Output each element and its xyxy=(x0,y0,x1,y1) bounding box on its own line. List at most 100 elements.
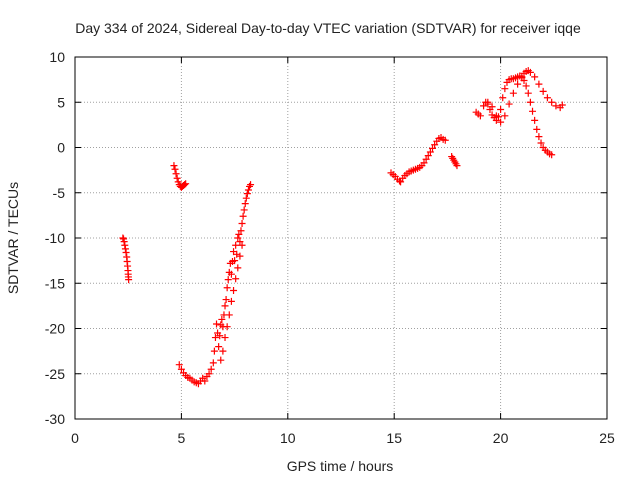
data-point xyxy=(552,102,560,110)
data-point xyxy=(231,257,239,265)
data-point xyxy=(245,182,253,190)
data-point xyxy=(213,320,221,328)
data-point xyxy=(210,347,218,355)
data-point xyxy=(397,178,405,186)
y-axis-label: SDTVAR / TECUs xyxy=(5,182,21,294)
data-point xyxy=(221,334,229,342)
data-point xyxy=(431,141,439,149)
data-point xyxy=(484,98,492,106)
data-point xyxy=(119,234,127,242)
data-point xyxy=(215,343,223,351)
y-tick-label: -15 xyxy=(45,275,65,291)
data-point xyxy=(172,170,180,178)
data-point xyxy=(535,133,543,141)
series-seg2 xyxy=(170,162,190,191)
data-point xyxy=(514,80,522,88)
series-seg1 xyxy=(119,234,133,284)
x-axis-label: GPS time / hours xyxy=(287,458,394,474)
data-point xyxy=(488,103,496,111)
data-point xyxy=(234,264,242,272)
data-point xyxy=(227,270,235,278)
data-point xyxy=(238,220,246,228)
ticks: 0 5 10 15 20 25 -30 -25 -20 -15 -10 -5 0 5 10 xyxy=(45,49,615,446)
series-seg3 xyxy=(175,181,255,388)
data-point xyxy=(480,102,488,110)
data-point xyxy=(453,162,461,170)
data-point xyxy=(221,302,229,310)
data-point xyxy=(535,80,543,88)
data-point xyxy=(531,116,539,124)
data-point xyxy=(497,105,505,113)
data-point xyxy=(177,365,185,373)
data-point xyxy=(548,98,556,106)
data-point xyxy=(232,241,240,249)
data-point xyxy=(247,181,255,189)
data-point xyxy=(441,136,449,144)
data-point xyxy=(509,89,517,97)
y-tick-label: -5 xyxy=(53,185,66,201)
data-point xyxy=(537,139,545,147)
data-point xyxy=(426,148,434,156)
data-point xyxy=(122,248,130,256)
data-point xyxy=(171,165,179,173)
data-point xyxy=(499,94,507,102)
data-point xyxy=(240,206,248,214)
data-point xyxy=(227,297,235,305)
y-tick-label: -25 xyxy=(45,366,65,382)
data-point xyxy=(529,107,537,115)
data-point xyxy=(420,159,428,167)
data-point xyxy=(120,238,128,246)
data-point xyxy=(235,230,243,238)
data-point xyxy=(501,112,509,120)
chart-title: Day 334 of 2024, Sidereal Day-to-day VTE… xyxy=(75,20,581,36)
data-point xyxy=(429,144,437,152)
series-seg5 xyxy=(387,134,449,186)
data-point xyxy=(234,234,242,242)
x-tick-label: 0 xyxy=(71,430,79,446)
data-point xyxy=(216,332,224,340)
data-point xyxy=(236,252,244,260)
series-seg7 xyxy=(472,72,556,159)
data-point xyxy=(217,356,225,364)
y-tick-label: 5 xyxy=(57,94,65,110)
y-tick-label: -10 xyxy=(45,230,65,246)
grid xyxy=(75,57,607,419)
data-point xyxy=(505,100,513,108)
data-point xyxy=(238,241,246,249)
y-tick-label: -30 xyxy=(45,411,65,427)
data-point xyxy=(209,359,217,367)
data-point xyxy=(205,370,213,378)
x-tick-label: 15 xyxy=(386,430,402,446)
data-point xyxy=(539,87,547,95)
data-point xyxy=(181,181,189,189)
series-seg4 xyxy=(217,241,246,364)
data-point xyxy=(520,77,528,85)
data-point xyxy=(218,315,226,323)
data-point xyxy=(526,68,534,76)
data-point xyxy=(222,296,230,304)
data-point xyxy=(224,276,232,284)
data-point xyxy=(223,323,231,331)
data-point xyxy=(533,125,541,133)
data-point xyxy=(201,377,209,385)
plot-frame xyxy=(74,56,608,420)
data-point xyxy=(170,162,178,170)
data-point xyxy=(543,94,551,102)
data-point xyxy=(223,284,231,292)
data-point xyxy=(558,101,566,109)
y-tick-label: -20 xyxy=(45,321,65,337)
data-point xyxy=(492,112,500,120)
data-point xyxy=(219,347,227,355)
series-seg8 xyxy=(484,67,566,126)
y-tick-label: 10 xyxy=(49,49,65,65)
data-point xyxy=(173,174,181,182)
data-point xyxy=(121,245,129,253)
data-point xyxy=(501,85,509,93)
data-point xyxy=(239,212,247,220)
data-point xyxy=(422,155,430,163)
data-point xyxy=(244,186,252,194)
data-point xyxy=(524,89,532,97)
x-tick-label: 20 xyxy=(493,430,509,446)
data-point xyxy=(121,241,129,249)
